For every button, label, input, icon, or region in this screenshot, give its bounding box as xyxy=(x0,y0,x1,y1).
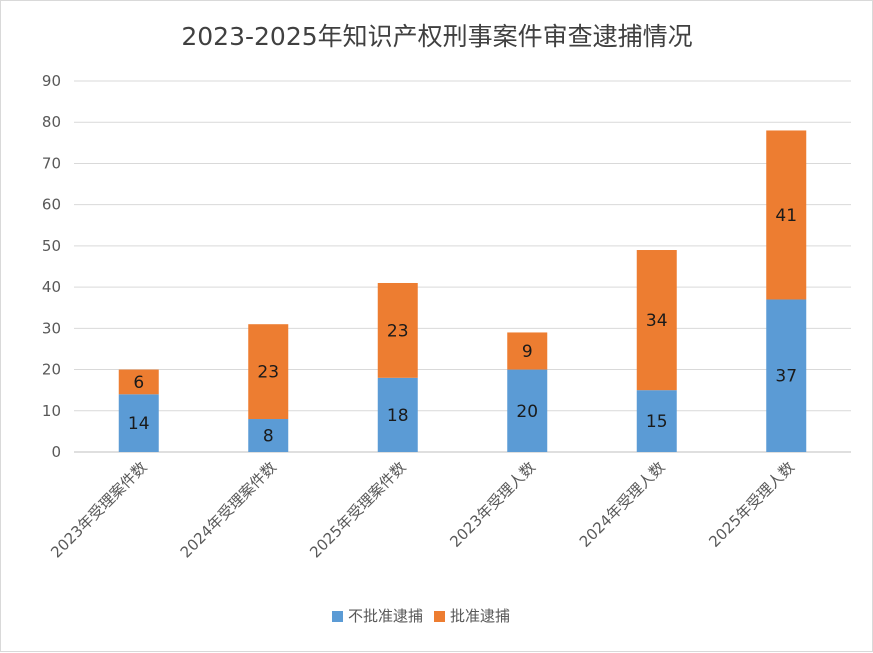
bar-not-approved xyxy=(248,419,289,452)
y-tick-label: 0 xyxy=(51,443,61,461)
data-label: 9 xyxy=(522,342,533,362)
x-tick-label: 2023年受理案件数 xyxy=(47,458,150,561)
bar-approved xyxy=(248,324,289,420)
legend-swatch xyxy=(332,611,343,622)
y-tick-label: 40 xyxy=(42,278,61,296)
bar-approved xyxy=(377,282,418,378)
bar-not-approved xyxy=(118,394,159,452)
y-tick-label: 20 xyxy=(42,361,61,379)
bars xyxy=(118,130,807,452)
x-tick-label: 2025年受理人数 xyxy=(705,458,798,551)
y-tick-label: 90 xyxy=(42,72,61,90)
legend-label: 不批准逮捕 xyxy=(348,607,423,625)
bar-approved xyxy=(766,130,807,300)
bar-not-approved xyxy=(766,299,807,452)
data-label: 6 xyxy=(133,373,144,393)
chart-title: 2023-2025年知识产权刑事案件审查逮捕情况 xyxy=(181,22,692,51)
x-axis: 2023年受理案件数 2024年受理案件数 2025年受理案件数 2023年受理人数 2… xyxy=(47,458,798,561)
y-axis: 0 10 20 30 40 50 60 70 80 90 xyxy=(42,72,61,461)
data-label: 14 xyxy=(128,414,150,434)
data-label: 8 xyxy=(263,427,274,447)
data-label: 23 xyxy=(387,321,409,341)
data-labels: 14 6 8 23 18 23 20 9 15 34 37 41 xyxy=(128,206,797,447)
legend-swatch xyxy=(434,611,445,622)
y-tick-label: 70 xyxy=(42,154,61,172)
y-tick-label: 80 xyxy=(42,113,61,131)
bar-not-approved xyxy=(377,377,418,452)
data-label: 18 xyxy=(387,406,409,426)
data-label: 41 xyxy=(775,206,797,226)
legend: 不批准逮捕 批准逮捕 xyxy=(332,607,510,625)
y-tick-label: 30 xyxy=(42,319,61,337)
x-tick-label: 2024年受理人数 xyxy=(576,458,669,551)
bar-approved xyxy=(507,332,548,370)
x-tick-label: 2024年受理案件数 xyxy=(177,458,280,561)
y-tick-label: 60 xyxy=(42,196,61,214)
y-tick-label: 50 xyxy=(42,237,61,255)
data-label: 34 xyxy=(646,311,668,331)
x-tick-label: 2025年受理案件数 xyxy=(306,458,409,561)
bar-approved xyxy=(636,250,677,391)
legend-label: 批准逮捕 xyxy=(450,607,510,625)
y-tick-label: 10 xyxy=(42,402,61,420)
data-label: 20 xyxy=(516,402,538,422)
data-label: 15 xyxy=(646,412,668,432)
bar-not-approved xyxy=(507,369,548,452)
data-label: 23 xyxy=(257,363,279,383)
x-tick-label: 2023年受理人数 xyxy=(446,458,539,551)
bar-approved xyxy=(118,369,159,395)
gridlines xyxy=(74,80,851,453)
bar-not-approved xyxy=(636,390,677,452)
data-label: 37 xyxy=(775,367,797,387)
